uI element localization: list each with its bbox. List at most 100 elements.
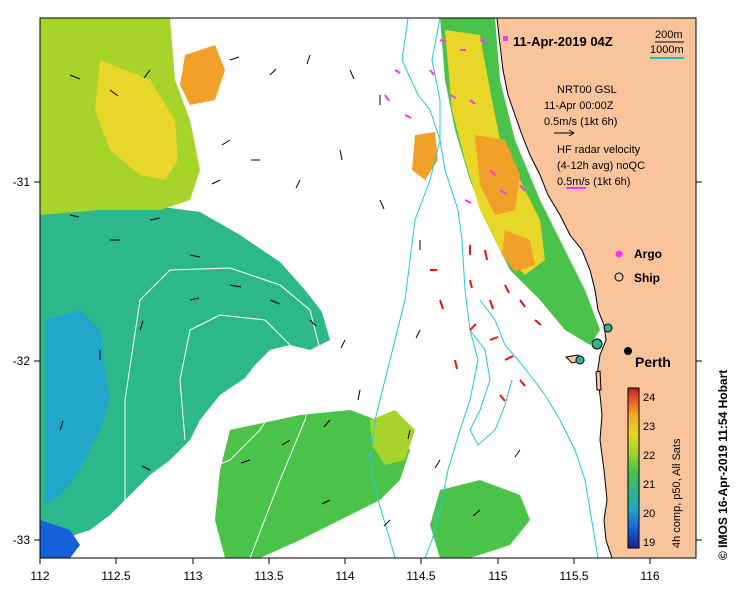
model-vector [349,69,355,80]
radar-vector [519,299,526,308]
argo-vector [384,94,390,102]
argo-vector [439,39,447,43]
map-frame [39,17,697,559]
model-vector [340,339,346,349]
sst-patch-cold-core [45,310,110,505]
model-vector [211,179,221,185]
model-legend-title: NRT00 GSL [557,84,617,96]
model-vector [323,419,331,428]
land-mass-western-australia [496,18,696,558]
radar-vector [534,319,542,326]
sst-contour-inner [179,314,291,471]
model-vector [514,449,521,458]
radar-vector [469,279,473,289]
ship-marker [591,338,603,350]
colorbar-ramp [627,387,640,549]
model-vector [189,254,201,258]
model-vector [229,56,240,61]
argo-vector [464,199,472,204]
sst-patch-south-lime [370,410,415,465]
radar-legend-scale: 0.5m/s (1kt 6h) [557,176,630,188]
isobath-200m [401,18,479,558]
sst-patch-mid-orange [412,132,438,180]
model-vector [139,320,144,331]
lat-tick-labels: -31 -32 -33 [13,175,31,547]
imos-credit: © IMOS 16-Apr-2019 11:54 Hobart [716,370,730,560]
model-vector [472,509,481,517]
model-vector [141,465,151,471]
lat-tick-label: -31 [13,175,31,189]
argo-legend-icon [615,250,623,258]
radar-current-vectors [430,245,542,402]
title-marker [503,36,508,41]
model-vector [269,68,277,76]
radar-legend-title: HF radar velocity [557,144,641,156]
ship-markers [575,323,613,365]
model-vector [69,214,80,218]
sst-patch-cool-southwest [40,200,330,545]
model-vector [269,299,281,305]
map-title: 11-Apr-2019 04Z [513,34,613,49]
model-legend-arrowhead [568,129,575,137]
colorbar-tick-label: 22 [643,450,655,462]
model-vector [383,519,391,527]
argo-vector [499,189,507,195]
ship-marker [603,323,613,333]
isobath-shelf [479,299,599,558]
model-current-vectors [59,54,521,527]
scale-200m-label: 200m [655,29,683,41]
sst-patch-cold-southwest [40,520,80,558]
argo-legend-label: Argo [634,247,662,261]
model-vector [240,459,251,464]
lon-tick-label: 114.5 [406,569,435,583]
lon-tick-labels: 112 112.5 113 113.5 114 114.5 115 115.5 … [30,569,659,583]
radar-vector [519,379,526,387]
colorbar-caption: 4h comp, p50, All Sats [671,438,683,548]
argo-vector [449,94,457,99]
radar-vector [504,355,514,361]
depth-scale: 200m 1000m [650,29,684,59]
model-vector [407,429,411,440]
garden-island [595,370,602,391]
lon-tick-label: 113 [183,569,202,583]
colorbar-tick-label: 23 [643,421,655,433]
sst-patch-southeast-green [430,480,530,558]
marker-legend: Argo Ship [614,247,662,285]
sst-contour-outer [124,267,321,558]
isobath-canyon [469,329,513,446]
ship-legend-label: Ship [634,271,660,285]
scale-1000m-label: 1000m [650,44,684,56]
model-vector [221,139,231,146]
lon-tick-label: 113.5 [254,569,283,583]
radar-vector [504,284,510,294]
sst-colorbar: 24 23 22 21 20 19 4h comp, p50, All Sats [627,387,683,549]
model-vector [415,329,421,339]
lon-tick-label: 116 [640,569,659,583]
model-vector [281,439,291,446]
sst-patch-yellow-northwest [95,60,178,180]
sst-patch-orange-north [180,45,225,105]
radar-vector [484,249,488,261]
sst-patch-coastal-orange-2 [502,230,535,272]
model-vector [379,199,385,210]
radar-vector [499,394,506,402]
model-vector [339,149,343,161]
argo-vector [394,69,401,74]
lon-tick-label: 112.5 [101,569,130,583]
argo-vector [429,69,435,76]
map-plot-area: Perth [40,18,696,558]
lat-tick-label: -32 [13,354,31,368]
perth-marker [624,347,632,355]
model-vector [295,179,301,189]
argo-vector [404,114,412,119]
model-legend-time: 11-Apr 00:00Z [544,100,614,112]
ship-legend-icon [614,272,624,282]
model-vector [309,319,317,327]
model-vector [321,499,331,505]
model-legend-scale: 0.5m/s (1kt 6h) [544,116,617,128]
argo-vector [469,99,476,105]
colorbar-tick-label: 21 [643,479,655,491]
lon-tick-label: 114 [335,569,354,583]
model-vector [149,217,161,221]
